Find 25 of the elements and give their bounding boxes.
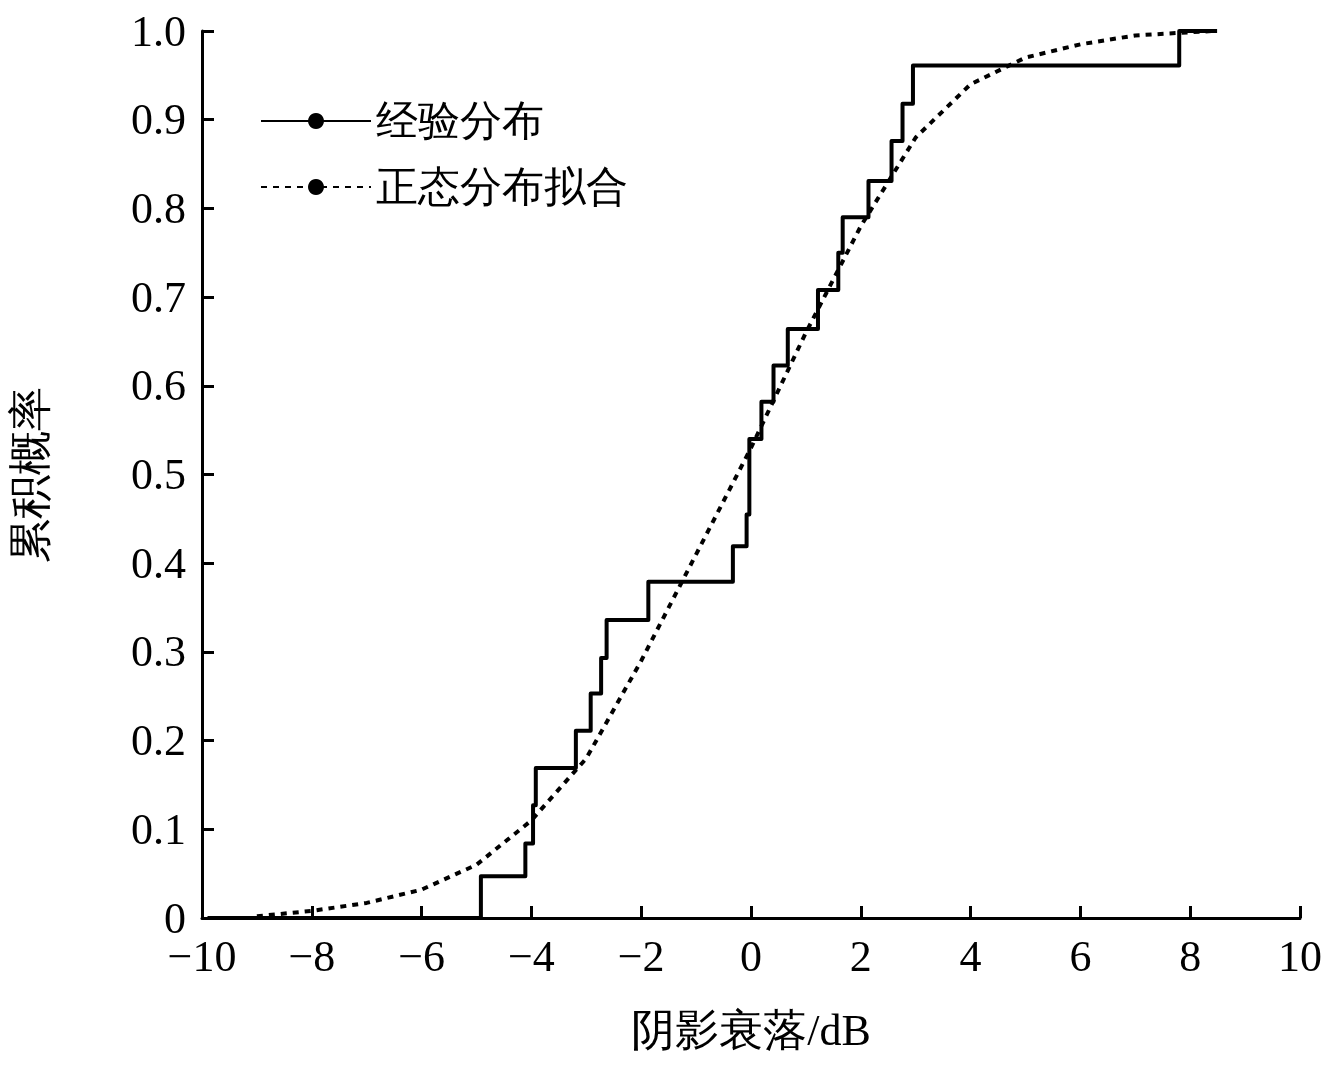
x-tick-label: −4: [507, 931, 555, 981]
y-tick-label: 0.2: [131, 716, 186, 766]
x-tick-label: −8: [288, 931, 336, 981]
y-tick-label: 0.4: [131, 538, 186, 588]
legend-label: 正态分布拟合: [376, 164, 628, 210]
x-tick-label: 4: [959, 931, 982, 981]
y-tick-label: 0.8: [131, 183, 186, 233]
x-tick-label: 6: [1069, 931, 1092, 981]
x-tick-label: 10: [1278, 931, 1322, 981]
y-tick-label: 0.9: [131, 95, 186, 145]
x-tick-label: 0: [740, 931, 762, 981]
y-tick-label: 0: [164, 893, 186, 943]
y-tick-label: 0.7: [131, 272, 186, 322]
y-tick-label: 1.0: [131, 6, 186, 56]
x-tick-label: 8: [1179, 931, 1202, 981]
x-tick-label: −2: [617, 931, 665, 981]
x-axis-title: 阴影衰落/dB: [631, 1005, 871, 1055]
y-tick-label: 0.6: [131, 361, 186, 411]
y-tick-label: 0.1: [131, 804, 186, 854]
x-tick-label: 2: [849, 931, 872, 981]
y-axis-title: 累积概率: [5, 386, 55, 563]
y-tick-label: 0.5: [131, 450, 186, 499]
x-tick-label: −6: [398, 931, 446, 981]
y-tick-label: 0.3: [131, 627, 186, 677]
legend-label: 经验分布: [376, 98, 544, 144]
